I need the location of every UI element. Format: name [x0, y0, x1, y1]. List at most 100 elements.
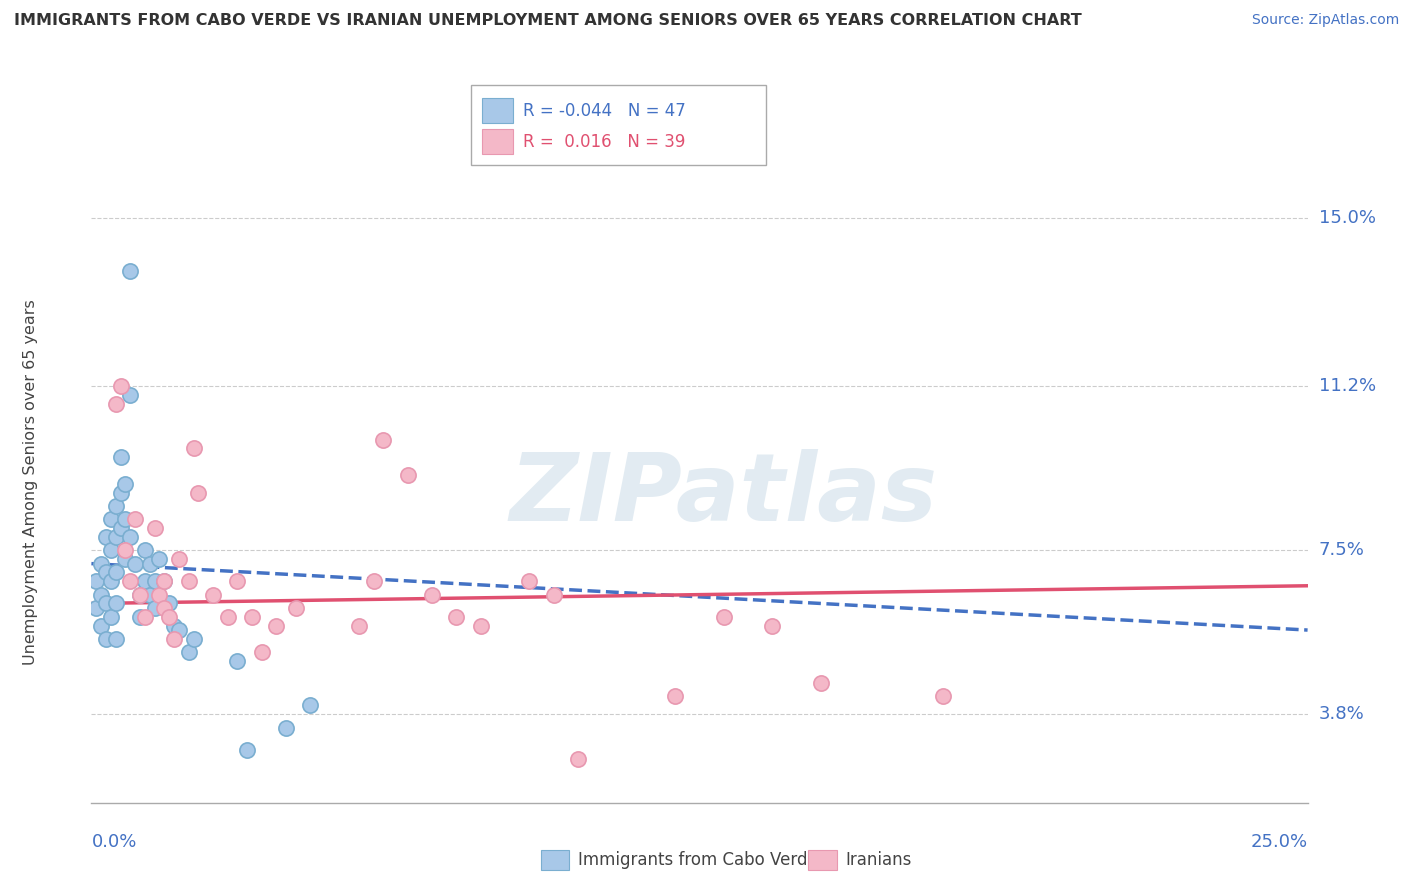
Text: 3.8%: 3.8%	[1319, 706, 1364, 723]
Text: IMMIGRANTS FROM CABO VERDE VS IRANIAN UNEMPLOYMENT AMONG SENIORS OVER 65 YEARS C: IMMIGRANTS FROM CABO VERDE VS IRANIAN UN…	[14, 13, 1081, 29]
Text: Source: ZipAtlas.com: Source: ZipAtlas.com	[1251, 13, 1399, 28]
Point	[163, 618, 186, 632]
Text: 0.0%: 0.0%	[91, 833, 136, 851]
Text: 15.0%: 15.0%	[1319, 209, 1375, 227]
Point	[100, 512, 122, 526]
Point	[143, 574, 166, 589]
Point	[517, 574, 540, 589]
Point	[240, 609, 263, 624]
Point	[153, 574, 176, 589]
Point	[664, 690, 686, 704]
Point	[120, 264, 142, 278]
Point	[134, 574, 156, 589]
Text: 25.0%: 25.0%	[1250, 833, 1308, 851]
Text: Immigrants from Cabo Verde: Immigrants from Cabo Verde	[578, 851, 818, 869]
Point	[120, 574, 142, 589]
Point	[110, 485, 132, 500]
Point	[299, 698, 322, 713]
Point	[250, 645, 273, 659]
Text: Iranians: Iranians	[845, 851, 911, 869]
Point	[110, 450, 132, 465]
Point	[94, 632, 117, 646]
Point	[139, 557, 162, 571]
Point	[104, 499, 127, 513]
Point	[148, 552, 170, 566]
Point	[84, 574, 107, 589]
Point	[90, 557, 112, 571]
Point	[157, 609, 180, 624]
Point	[810, 676, 832, 690]
Point	[104, 566, 127, 580]
Text: Unemployment Among Seniors over 65 years: Unemployment Among Seniors over 65 years	[22, 299, 38, 665]
Point	[94, 566, 117, 580]
Point	[543, 588, 565, 602]
Point	[284, 601, 307, 615]
Point	[226, 654, 249, 668]
Point	[183, 442, 205, 456]
Point	[104, 530, 127, 544]
Point	[129, 588, 152, 602]
Point	[567, 751, 589, 765]
Point	[129, 609, 152, 624]
Point	[104, 597, 127, 611]
Text: 11.2%: 11.2%	[1319, 377, 1376, 395]
Point	[713, 609, 735, 624]
Point	[931, 690, 953, 704]
Point	[396, 468, 419, 483]
Point	[94, 530, 117, 544]
Text: ZIPatlas: ZIPatlas	[510, 449, 938, 541]
Point	[226, 574, 249, 589]
Point	[120, 530, 142, 544]
Point	[134, 543, 156, 558]
Text: R =  0.016   N = 39: R = 0.016 N = 39	[523, 133, 685, 151]
Point	[143, 521, 166, 535]
Point	[114, 552, 136, 566]
Point	[104, 632, 127, 646]
Point	[444, 609, 467, 624]
Point	[120, 388, 142, 402]
Text: 7.5%: 7.5%	[1319, 541, 1365, 559]
Point	[100, 543, 122, 558]
Point	[217, 609, 239, 624]
Point	[114, 512, 136, 526]
Point	[84, 601, 107, 615]
Point	[264, 618, 287, 632]
Point	[90, 588, 112, 602]
Point	[183, 632, 205, 646]
Point	[420, 588, 443, 602]
Point	[143, 601, 166, 615]
Point	[167, 552, 190, 566]
Point	[104, 397, 127, 411]
Point	[157, 597, 180, 611]
Point	[90, 618, 112, 632]
Point	[347, 618, 370, 632]
Point	[187, 485, 209, 500]
Point	[167, 623, 190, 637]
Point	[470, 618, 492, 632]
Point	[100, 574, 122, 589]
Point	[163, 632, 186, 646]
Point	[139, 588, 162, 602]
Point	[94, 597, 117, 611]
Point	[124, 557, 146, 571]
Point	[236, 742, 259, 756]
Point	[124, 512, 146, 526]
Point	[100, 609, 122, 624]
Point	[110, 521, 132, 535]
Text: R = -0.044   N = 47: R = -0.044 N = 47	[523, 102, 686, 120]
Point	[153, 574, 176, 589]
Point	[761, 618, 783, 632]
Point	[202, 588, 225, 602]
Point	[110, 379, 132, 393]
Point	[129, 588, 152, 602]
Point	[134, 609, 156, 624]
Point	[114, 476, 136, 491]
Point	[363, 574, 385, 589]
Point	[148, 588, 170, 602]
Point	[114, 543, 136, 558]
Point	[373, 433, 395, 447]
Point	[177, 645, 200, 659]
Point	[153, 601, 176, 615]
Point	[274, 721, 297, 735]
Point	[177, 574, 200, 589]
